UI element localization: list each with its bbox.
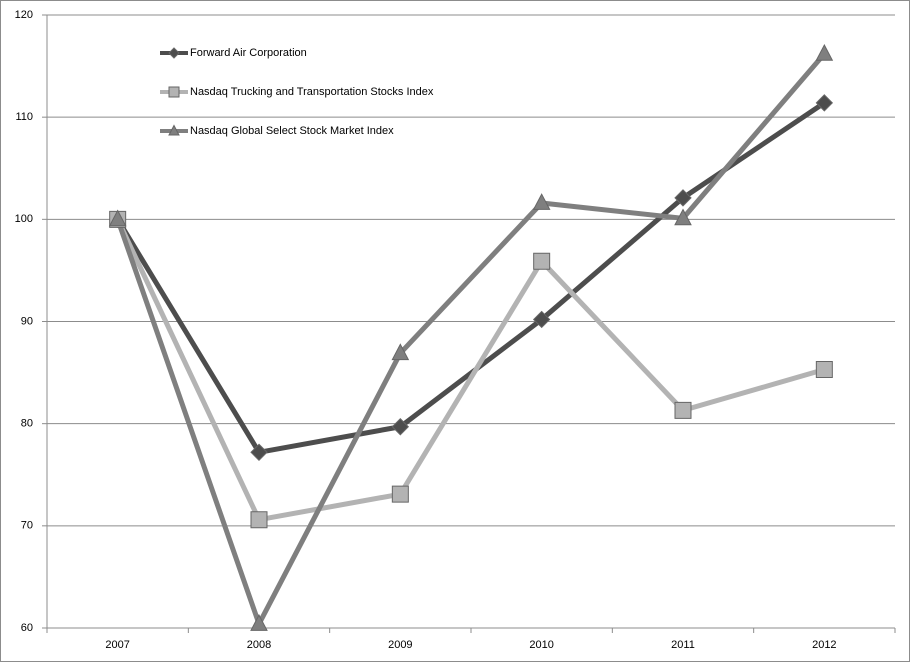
marker (250, 511, 268, 529)
marker (250, 614, 268, 631)
legend-label: Nasdaq Trucking and Transportation Stock… (190, 86, 434, 98)
y-tick-label: 60 (21, 622, 33, 634)
marker (250, 443, 268, 461)
marker-shape (250, 511, 268, 529)
x-tick-label: 2012 (812, 639, 836, 651)
marker-shape (168, 86, 180, 98)
marker-shape (391, 485, 409, 503)
marker (391, 485, 409, 503)
marker (391, 343, 410, 361)
x-tick-label: 2008 (247, 639, 271, 651)
marker (168, 47, 180, 59)
y-tick-label: 100 (15, 213, 33, 225)
series-line (115, 218, 826, 523)
x-tick-label: 2011 (671, 639, 695, 651)
marker (168, 86, 180, 98)
marker (391, 418, 410, 436)
marker-shape (815, 43, 834, 61)
marker (168, 124, 180, 136)
x-tick-label: 2007 (105, 639, 129, 651)
marker (533, 252, 551, 270)
marker-shape (168, 124, 180, 136)
marker-shape (108, 209, 127, 227)
marker (108, 209, 127, 227)
marker-shape (532, 310, 551, 329)
marker-shape (674, 208, 692, 226)
x-tick-label: 2010 (529, 639, 553, 651)
marker-shape (674, 189, 692, 207)
marker-shape (815, 361, 833, 379)
marker (815, 361, 833, 379)
marker (532, 310, 551, 329)
y-tick-label: 110 (15, 111, 33, 123)
y-tick-label: 120 (15, 9, 33, 21)
marker-shape (674, 401, 692, 419)
y-tick-label: 70 (21, 520, 33, 532)
marker (815, 94, 834, 112)
marker-shape (391, 418, 410, 436)
marker-shape (250, 443, 268, 461)
y-tick-label: 80 (21, 418, 33, 430)
legend-label: Nasdaq Global Select Stock Market Index (190, 125, 394, 137)
marker-shape (250, 614, 268, 631)
marker-shape (391, 343, 410, 361)
x-tick-label: 2009 (388, 639, 412, 651)
legend-label: Forward Air Corporation (190, 47, 307, 59)
marker (674, 401, 692, 419)
marker-shape (532, 193, 551, 210)
marker-shape (815, 94, 834, 112)
marker-shape (168, 47, 180, 59)
marker (674, 208, 692, 226)
y-tick-label: 90 (21, 315, 33, 327)
marker (532, 193, 551, 210)
marker (674, 189, 692, 207)
series-line (115, 52, 827, 627)
marker-shape (533, 252, 551, 270)
marker (815, 43, 834, 61)
